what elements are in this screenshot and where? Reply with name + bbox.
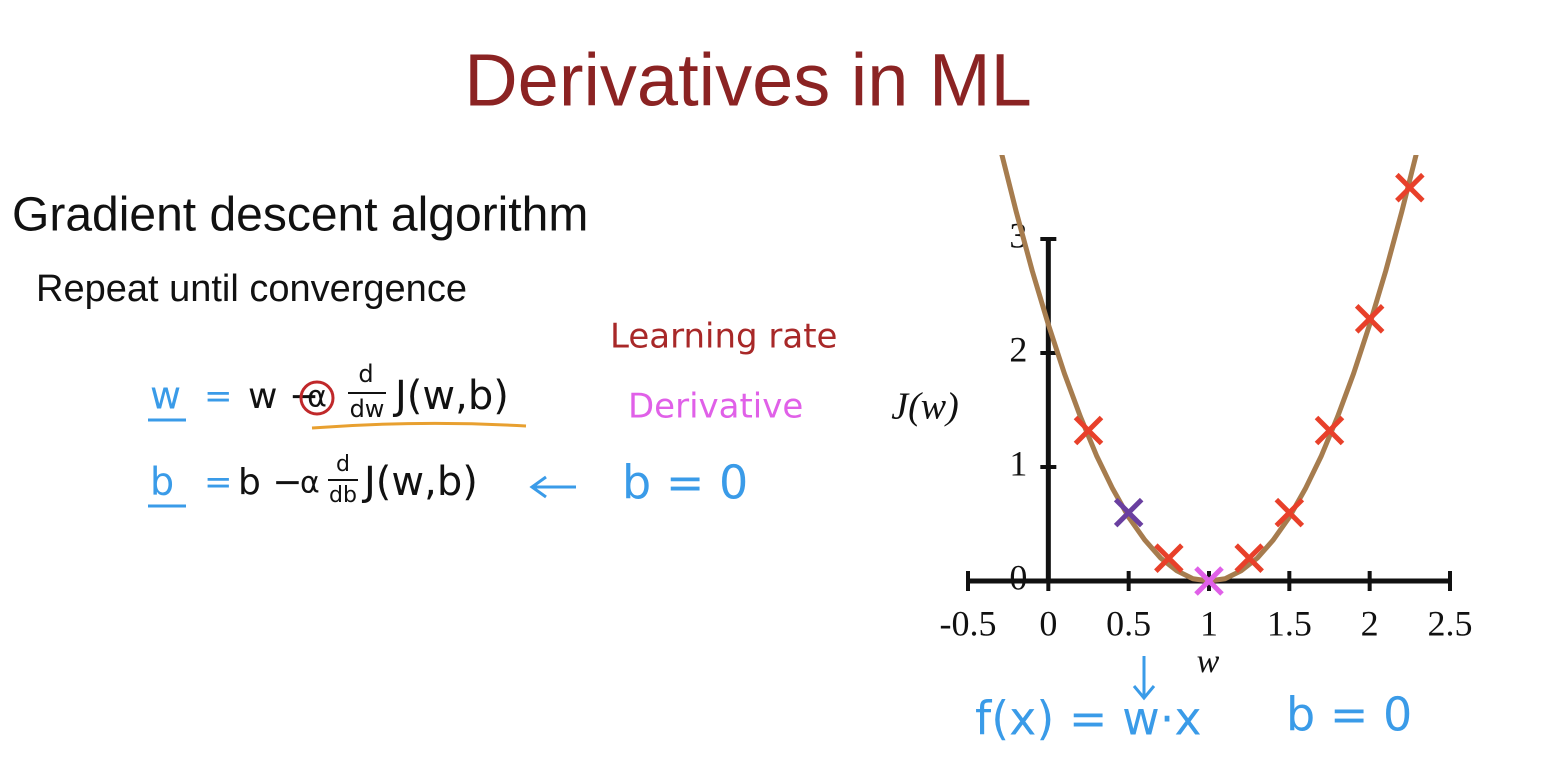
subheading: Repeat until convergence [36, 268, 467, 310]
eq-fn: J(w,b) [392, 373, 509, 419]
equation-b: b = b − α d db J(w,b) [148, 452, 478, 508]
orange-underline [311, 421, 527, 430]
x-tick-label: 0 [1039, 603, 1057, 643]
arrow-left [529, 475, 576, 499]
x-marker [1395, 172, 1425, 203]
y-axis-label: J(w) [891, 386, 959, 428]
eq-num: d [336, 452, 350, 477]
x-marker [1234, 543, 1264, 573]
eq-fn: J(w,b) [361, 459, 478, 505]
eq-lhs: b [150, 460, 174, 504]
eq-num: d [358, 360, 373, 388]
curve [999, 155, 1419, 584]
derivative-note: Derivative [628, 387, 803, 427]
x-tick-label: -0.5 [940, 603, 997, 643]
eq-den: db [329, 483, 357, 508]
x-axis-label: w [1197, 643, 1220, 680]
alpha-circle [299, 380, 335, 416]
b-zero-note: b = 0 [622, 456, 748, 510]
eq-lhs: w [150, 374, 181, 418]
eq-sign: = [204, 463, 233, 503]
eq-alpha: α [307, 380, 327, 415]
x-tick-label: 1 [1200, 603, 1218, 643]
eq-den: dw [350, 395, 385, 423]
eq-term: b − [238, 462, 302, 503]
x-marker [1314, 415, 1345, 446]
equation-w: w = w − α d dw J(w,b) [148, 360, 527, 430]
model-b-note: b = 0 [1286, 688, 1412, 742]
x-marker [1113, 497, 1144, 528]
arrow-down [1132, 656, 1156, 701]
x-tick-label: 1.5 [1267, 603, 1312, 643]
y-tick-label: 2 [1009, 329, 1027, 369]
x-marker [1194, 566, 1224, 596]
learning-rate-note: Learning rate [610, 317, 837, 357]
x-tick-label: 0.5 [1106, 603, 1151, 643]
slide-title: Derivatives in ML [464, 39, 1032, 122]
model-note: f(x) = w·x [975, 692, 1202, 746]
heading: Gradient descent algorithm [12, 189, 588, 242]
x-marker [1154, 543, 1184, 573]
x-marker [1073, 415, 1104, 446]
eq-alpha: α [300, 466, 320, 501]
x-marker [1354, 304, 1385, 334]
x-tick-label: 2 [1361, 603, 1379, 643]
y-tick-label: 1 [1009, 443, 1027, 483]
y-tick-label: 0 [1009, 557, 1027, 597]
eq-sign: = [204, 377, 233, 417]
x-tick-label: 2.5 [1428, 603, 1473, 643]
x-marker [1274, 497, 1305, 528]
